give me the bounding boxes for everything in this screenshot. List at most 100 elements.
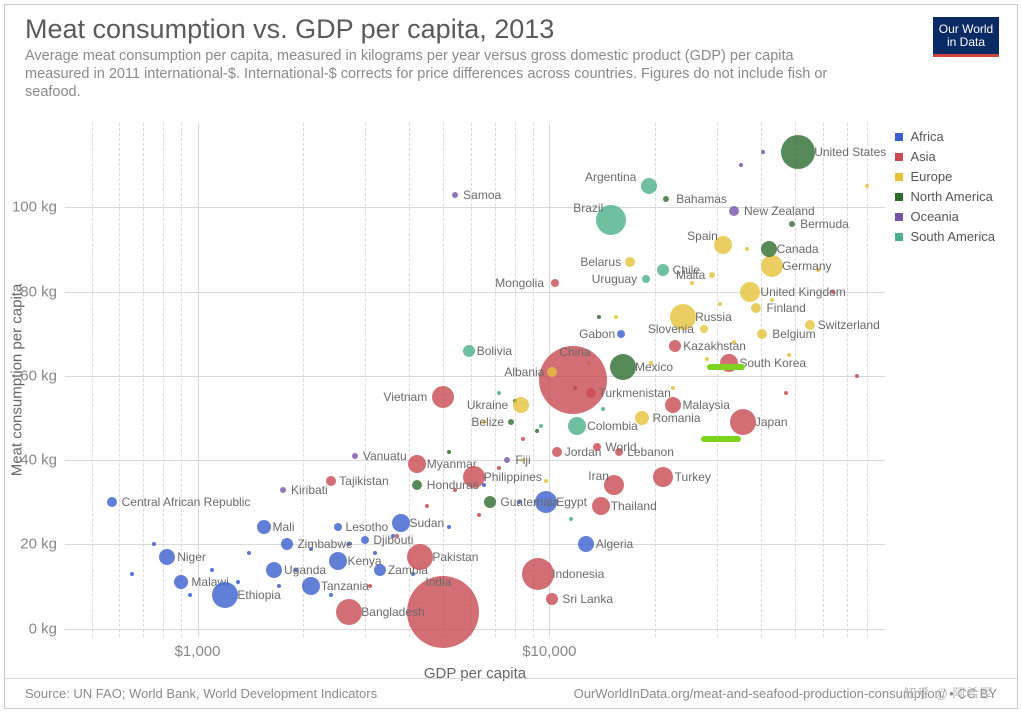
data-point[interactable]: [597, 315, 601, 319]
data-bubble[interactable]: [212, 582, 238, 608]
data-point[interactable]: [368, 584, 372, 588]
data-bubble[interactable]: [669, 340, 681, 352]
data-bubble[interactable]: [280, 487, 286, 493]
data-bubble[interactable]: [326, 476, 336, 486]
data-bubble[interactable]: [593, 443, 601, 451]
legend-item[interactable]: Europe: [895, 169, 995, 184]
data-bubble[interactable]: [408, 455, 426, 473]
data-label: Honduras: [427, 478, 479, 492]
data-bubble[interactable]: [504, 457, 510, 463]
data-bubble[interactable]: [412, 480, 422, 490]
data-bubble[interactable]: [352, 453, 358, 459]
data-bubble[interactable]: [610, 354, 636, 380]
data-point[interactable]: [745, 247, 749, 251]
data-bubble[interactable]: [432, 386, 454, 408]
data-bubble[interactable]: [547, 367, 557, 377]
data-point[interactable]: [210, 568, 214, 572]
data-bubble[interactable]: [761, 241, 777, 257]
data-point[interactable]: [739, 163, 743, 167]
data-point[interactable]: [671, 386, 675, 390]
data-bubble[interactable]: [361, 536, 369, 544]
data-bubble[interactable]: [336, 599, 362, 625]
data-bubble[interactable]: [700, 325, 708, 333]
data-bubble[interactable]: [751, 303, 761, 313]
data-bubble[interactable]: [546, 593, 558, 605]
data-label: Mongolia: [495, 276, 544, 290]
data-point[interactable]: [569, 517, 573, 521]
data-point[interactable]: [152, 542, 156, 546]
data-point[interactable]: [425, 504, 429, 508]
data-bubble[interactable]: [107, 497, 117, 507]
data-bubble[interactable]: [586, 388, 596, 398]
legend-label: Europe: [910, 169, 952, 184]
data-point[interactable]: [601, 407, 605, 411]
data-label: South Korea: [739, 356, 806, 370]
data-point[interactable]: [705, 357, 709, 361]
data-point[interactable]: [497, 391, 501, 395]
data-bubble[interactable]: [761, 255, 783, 277]
data-bubble[interactable]: [805, 320, 815, 330]
legend-item[interactable]: Asia: [895, 149, 995, 164]
data-bubble[interactable]: [266, 562, 282, 578]
data-bubble[interactable]: [452, 192, 458, 198]
data-bubble[interactable]: [174, 575, 188, 589]
data-bubble[interactable]: [789, 221, 795, 227]
data-bubble[interactable]: [757, 329, 767, 339]
data-bubble[interactable]: [551, 279, 559, 287]
data-point[interactable]: [784, 391, 788, 395]
data-point[interactable]: [544, 479, 548, 483]
data-point[interactable]: [188, 593, 192, 597]
data-bubble[interactable]: [392, 514, 410, 532]
data-point[interactable]: [521, 437, 525, 441]
data-point[interactable]: [718, 302, 722, 306]
data-bubble[interactable]: [653, 467, 673, 487]
data-point[interactable]: [855, 374, 859, 378]
data-point[interactable]: [539, 424, 543, 428]
data-point[interactable]: [247, 551, 251, 555]
data-point[interactable]: [329, 593, 333, 597]
data-bubble[interactable]: [508, 419, 514, 425]
data-bubble[interactable]: [781, 135, 815, 169]
legend-item[interactable]: Africa: [895, 129, 995, 144]
data-bubble[interactable]: [592, 497, 610, 515]
data-bubble[interactable]: [552, 447, 562, 457]
legend-item[interactable]: Oceania: [895, 209, 995, 224]
highlight-annotation: [707, 364, 745, 370]
data-bubble[interactable]: [578, 536, 594, 552]
legend-item[interactable]: South America: [895, 229, 995, 244]
data-bubble[interactable]: [657, 264, 669, 276]
data-bubble[interactable]: [484, 496, 496, 508]
data-bubble[interactable]: [709, 272, 715, 278]
data-bubble[interactable]: [625, 257, 635, 267]
data-bubble[interactable]: [642, 275, 650, 283]
data-bubble[interactable]: [513, 397, 529, 413]
data-point[interactable]: [447, 525, 451, 529]
data-bubble[interactable]: [617, 330, 625, 338]
data-bubble[interactable]: [257, 520, 271, 534]
data-bubble[interactable]: [522, 558, 554, 590]
data-bubble[interactable]: [374, 564, 386, 576]
data-point[interactable]: [535, 429, 539, 433]
data-bubble[interactable]: [729, 206, 739, 216]
data-point[interactable]: [447, 450, 451, 454]
data-bubble[interactable]: [463, 345, 475, 357]
data-bubble[interactable]: [740, 282, 760, 302]
data-bubble[interactable]: [159, 549, 175, 565]
data-point[interactable]: [614, 315, 618, 319]
data-bubble[interactable]: [329, 552, 347, 570]
data-point[interactable]: [477, 513, 481, 517]
data-point[interactable]: [130, 572, 134, 576]
data-point[interactable]: [865, 184, 869, 188]
data-bubble[interactable]: [281, 538, 293, 550]
data-point[interactable]: [690, 281, 694, 285]
data-point[interactable]: [236, 580, 240, 584]
data-bubble[interactable]: [730, 409, 756, 435]
legend-item[interactable]: North America: [895, 189, 995, 204]
data-bubble[interactable]: [568, 417, 586, 435]
data-bubble[interactable]: [407, 544, 433, 570]
data-bubble[interactable]: [334, 523, 342, 531]
data-bubble[interactable]: [302, 577, 320, 595]
data-point[interactable]: [761, 150, 765, 154]
data-bubble[interactable]: [641, 178, 657, 194]
data-bubble[interactable]: [663, 196, 669, 202]
